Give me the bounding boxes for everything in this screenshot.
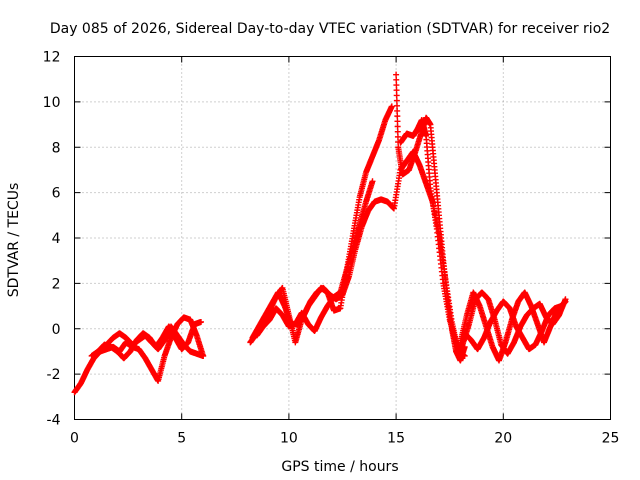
data-point (562, 298, 569, 305)
data-point (394, 123, 401, 130)
y-tick-label: 12 (43, 50, 61, 66)
data-point (388, 103, 395, 110)
data-point (200, 352, 207, 359)
y-tick-label: 0 (52, 322, 61, 338)
data-point (369, 178, 376, 185)
x-tick-label: 10 (280, 431, 298, 447)
data-point (394, 102, 401, 109)
x-tick-label: 15 (387, 431, 405, 447)
data-point (393, 87, 400, 94)
data-point (394, 113, 401, 120)
y-tick-label: 4 (52, 231, 61, 247)
grid (74, 56, 611, 420)
x-tick-label: 25 (602, 431, 620, 447)
data-point (393, 82, 400, 89)
data-marks (71, 71, 569, 396)
y-tick-label: 8 (52, 140, 61, 156)
axis-ticks: 0 5 10 15 20 25 -4 -2 0 2 4 6 8 10 12 (43, 50, 620, 447)
data-point (394, 133, 401, 140)
y-tick-label: -2 (47, 367, 61, 383)
data-point (394, 128, 401, 135)
y-axis-title: SDTVAR / TECUs (6, 183, 22, 298)
x-axis-title: GPS time / hours (281, 459, 398, 475)
y-tick-label: 10 (43, 95, 61, 111)
data-point (393, 97, 400, 104)
y-tick-label: 6 (52, 186, 61, 202)
data-point (393, 71, 400, 78)
data-point (394, 107, 401, 114)
x-tick-label: 20 (494, 431, 512, 447)
chart-title: Day 085 of 2026, Sidereal Day-to-day VTE… (50, 21, 610, 37)
data-point (393, 92, 400, 99)
x-tick-label: 5 (177, 431, 186, 447)
y-tick-label: -4 (47, 413, 61, 429)
x-tick-label: 0 (70, 431, 79, 447)
y-tick-label: 2 (52, 276, 61, 292)
data-point (394, 118, 401, 125)
data-point (197, 318, 204, 325)
data-point (459, 350, 466, 357)
data-point (393, 76, 400, 83)
